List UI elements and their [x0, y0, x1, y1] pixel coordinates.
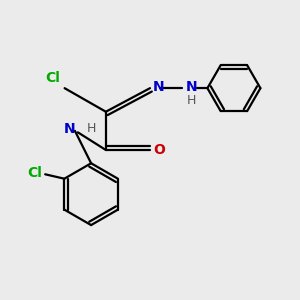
Text: Cl: Cl: [27, 166, 42, 180]
Text: N: N: [63, 122, 75, 136]
Text: N: N: [153, 80, 165, 94]
Text: H: H: [87, 122, 96, 135]
Text: N: N: [185, 80, 197, 94]
Text: Cl: Cl: [45, 71, 60, 85]
Text: H: H: [187, 94, 196, 107]
Text: O: O: [154, 143, 165, 157]
